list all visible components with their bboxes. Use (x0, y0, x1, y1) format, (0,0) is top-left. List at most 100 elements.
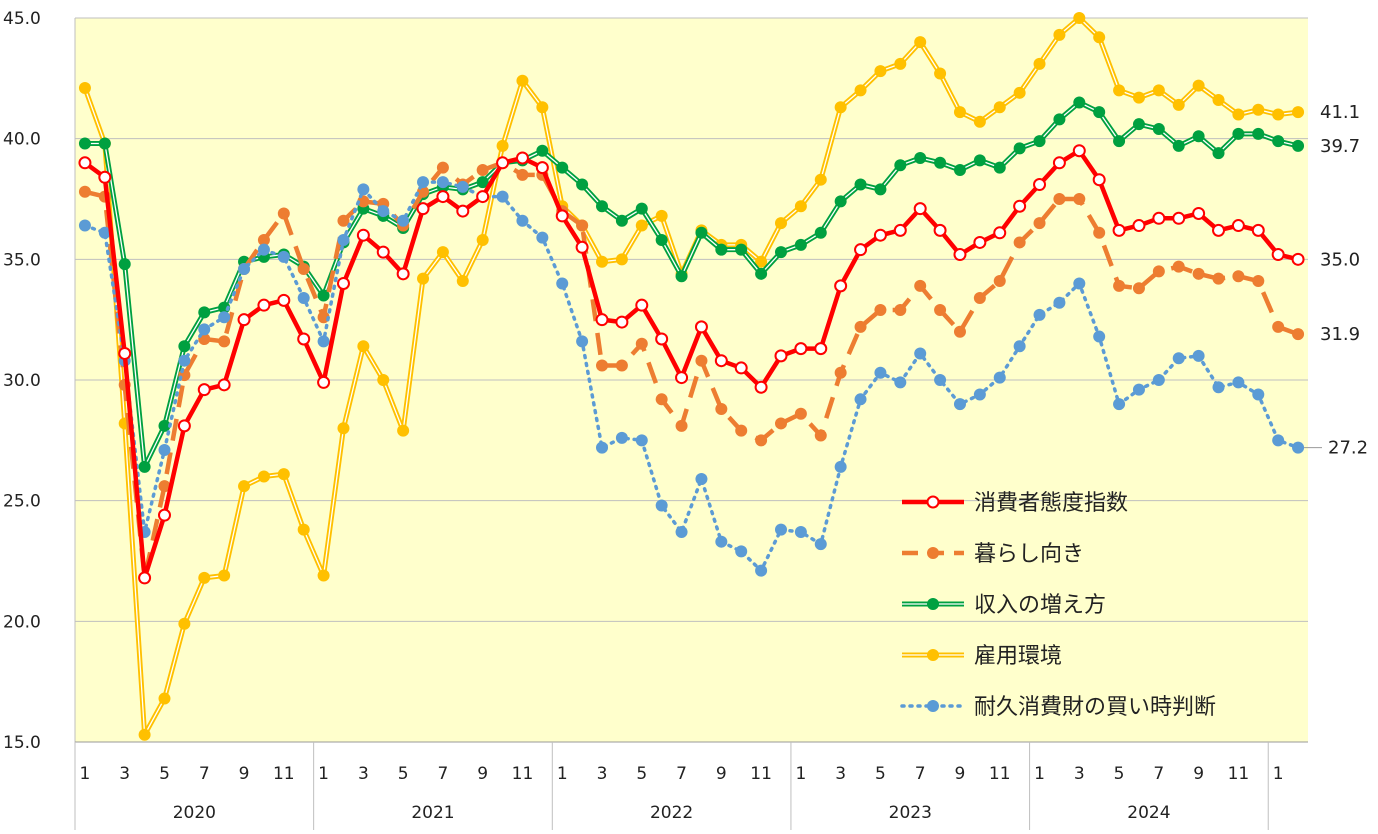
data-point (1053, 28, 1066, 41)
data-point (536, 101, 549, 114)
data-point (1152, 84, 1165, 97)
data-point (774, 217, 787, 230)
data-point (1172, 260, 1185, 273)
data-point (556, 277, 569, 290)
data-point (396, 267, 410, 281)
data-point (218, 335, 231, 348)
data-point (695, 472, 708, 485)
data-point (496, 139, 509, 152)
data-point (1232, 108, 1245, 121)
legend-item: 消費者態度指数 (902, 491, 1128, 516)
series-layer (78, 12, 1305, 741)
end-label: 35.0 (1320, 249, 1360, 270)
data-point (1292, 441, 1305, 454)
data-point (515, 151, 529, 165)
end-label: 27.2 (1328, 438, 1368, 459)
data-point (1013, 236, 1026, 249)
x-tick-label: 3 (1074, 764, 1085, 784)
legend-item: 暮らし向き (902, 542, 1084, 567)
data-point (1013, 199, 1027, 213)
x-tick-label: 5 (636, 764, 647, 784)
data-point (336, 276, 350, 290)
data-point (575, 240, 589, 254)
data-point (456, 180, 469, 193)
x-tick-label: 5 (1114, 764, 1125, 784)
data-point (894, 57, 907, 70)
data-point (1252, 127, 1265, 140)
x-tick-label: 7 (915, 764, 926, 784)
data-point (98, 170, 112, 184)
data-point (854, 243, 868, 257)
data-point (834, 101, 847, 114)
data-point (874, 366, 887, 379)
legend-swatch-marker (927, 598, 939, 610)
data-point (1112, 223, 1126, 237)
data-point (476, 190, 490, 204)
y-tick-label: 15.0 (3, 733, 41, 753)
data-point (755, 564, 768, 577)
x-tick-label: 11 (989, 764, 1011, 784)
data-point (814, 538, 827, 551)
data-point (595, 313, 609, 327)
data-point (615, 431, 628, 444)
x-tick-label: 9 (1193, 764, 1204, 784)
data-point (973, 235, 987, 249)
data-point (1252, 275, 1265, 288)
data-point (198, 306, 211, 319)
y-tick-label: 35.0 (3, 250, 41, 270)
data-point (1232, 270, 1245, 283)
data-point (496, 156, 510, 170)
data-point (476, 176, 489, 189)
data-point (1053, 113, 1066, 126)
data-point (297, 523, 310, 536)
data-point (516, 168, 529, 181)
x-tick-label: 11 (1228, 764, 1250, 784)
data-point (337, 234, 350, 247)
data-point (417, 272, 430, 285)
x-tick-label: 5 (398, 764, 409, 784)
data-point (516, 74, 529, 87)
data-point (436, 176, 449, 189)
data-point (78, 185, 91, 198)
data-point (1132, 282, 1145, 295)
data-point (1073, 277, 1086, 290)
x-tick-label: 7 (199, 764, 210, 784)
data-point (854, 320, 867, 333)
data-point (1231, 219, 1245, 233)
data-point (178, 340, 191, 353)
data-point (695, 226, 708, 239)
data-point (237, 313, 251, 327)
data-point (337, 214, 350, 227)
data-point (993, 161, 1006, 174)
data-point (755, 255, 768, 268)
end-label: 39.7 (1320, 136, 1360, 157)
data-point (953, 248, 967, 262)
data-point (894, 159, 907, 172)
data-point (436, 246, 449, 259)
data-point (1192, 349, 1205, 362)
data-point (834, 279, 848, 293)
data-point (854, 84, 867, 97)
data-point (297, 291, 310, 304)
data-point (873, 228, 887, 242)
data-point (655, 209, 668, 222)
data-point (874, 183, 887, 196)
data-point (615, 315, 629, 329)
data-point (218, 311, 231, 324)
data-point (1132, 383, 1145, 396)
data-point (357, 340, 370, 353)
year-label: 2022 (650, 803, 693, 823)
data-point (1132, 91, 1145, 104)
data-point (774, 523, 787, 536)
data-point (854, 178, 867, 191)
data-point (198, 571, 211, 584)
data-point (376, 245, 390, 259)
data-point (1033, 308, 1046, 321)
data-point (596, 359, 609, 372)
x-tick-label: 11 (750, 764, 772, 784)
data-point (695, 354, 708, 367)
data-point (596, 255, 609, 268)
data-point (317, 569, 330, 582)
data-point (754, 380, 768, 394)
